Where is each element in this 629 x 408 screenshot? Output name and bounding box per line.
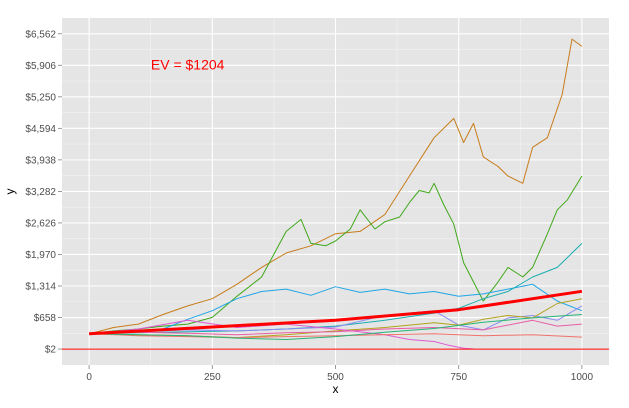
series-line-1: [88, 38, 583, 335]
series-line-3: [89, 283, 583, 335]
y-tick-label: $1,970: [25, 250, 56, 261]
y-axis-title: y: [3, 189, 17, 195]
y-tick-label: $3,282: [25, 187, 56, 198]
series-line-10: [89, 314, 582, 340]
y-tick-label: $5,250: [25, 92, 56, 103]
series-line-8: [89, 319, 582, 336]
y-tick-label: $2,626: [25, 218, 56, 229]
x-axis-ticks: 0 250 500 750 1000: [86, 365, 593, 383]
x-axis-title: x: [333, 382, 339, 396]
x-tick-label: 1000: [571, 372, 594, 383]
x-tick-label: 0: [86, 372, 92, 383]
x-tick-label: 750: [450, 372, 467, 383]
y-tick-label: $4,594: [25, 124, 56, 135]
ev-annotation: EV = $1204: [151, 56, 225, 72]
y-tick-label: $5,906: [25, 61, 56, 72]
expected-value-line: [89, 289, 583, 336]
series-line-4: [89, 243, 583, 335]
x-tick-label: 500: [327, 372, 344, 383]
series-lines: [88, 38, 583, 350]
y-tick-label: $1,314: [25, 281, 56, 292]
y-tick-label: $2: [45, 345, 57, 356]
y-tick-label: $6,562: [25, 29, 56, 40]
series-line-9: [89, 333, 582, 339]
series-line-2: [89, 175, 583, 335]
y-tick-label: $658: [34, 313, 57, 324]
y-tick-label: $3,938: [25, 155, 56, 166]
series-line-7: [89, 319, 474, 350]
x-tick-label: 250: [204, 372, 221, 383]
y-axis-ticks: $2 $658 $1,314 $1,970 $2,626 $3,282 $3,938 $4,5…: [25, 29, 62, 356]
